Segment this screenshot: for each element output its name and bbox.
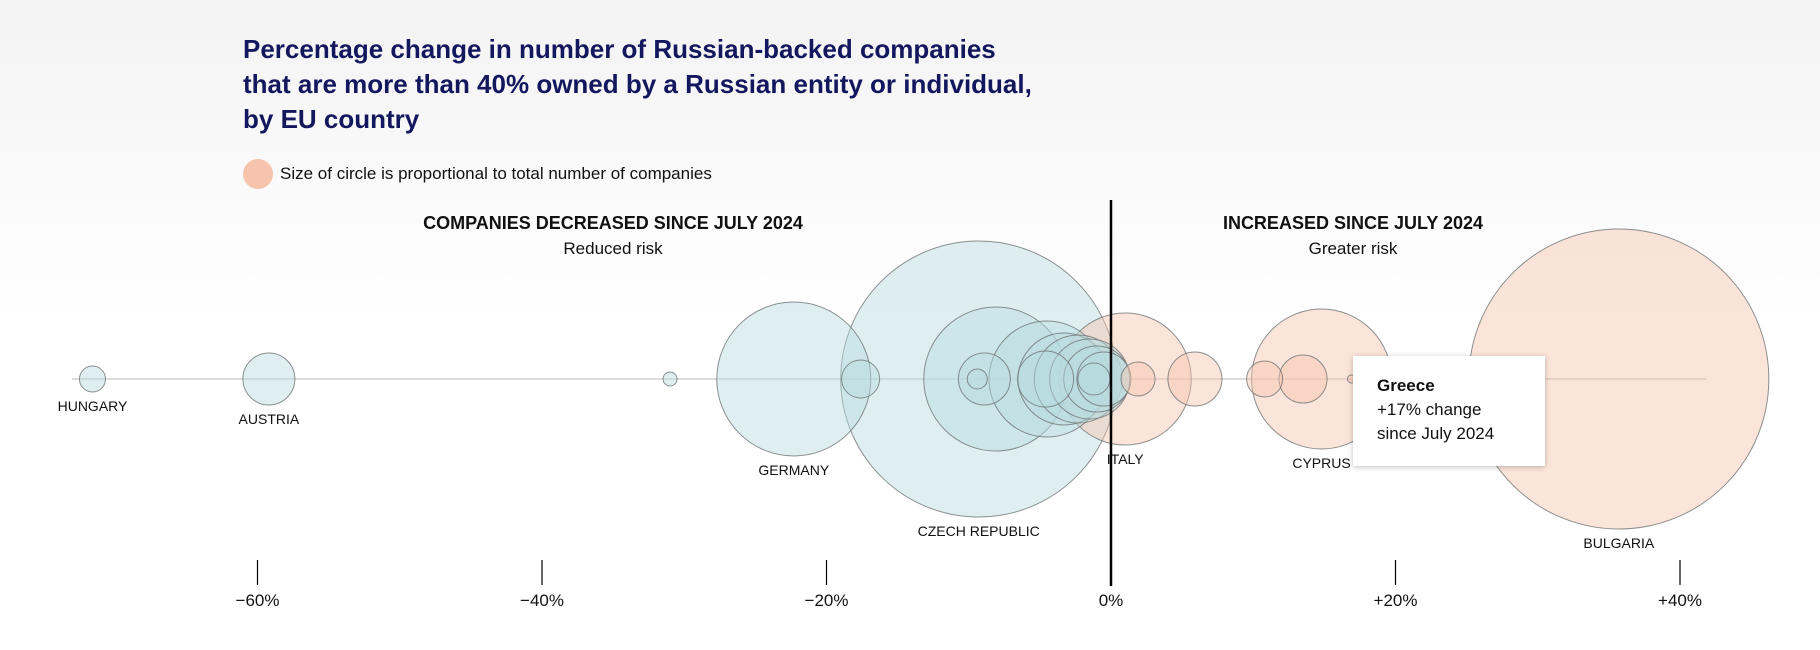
bubble-17[interactable]	[1077, 362, 1111, 396]
chart-title-line-1: Percentage change in number of Russian-b…	[243, 34, 996, 64]
bubble-czech-republic[interactable]	[840, 240, 1118, 518]
bubble-16[interactable]	[1278, 354, 1328, 404]
bubble-18[interactable]	[1120, 361, 1156, 397]
bubble-20[interactable]	[841, 359, 881, 399]
legend-circle-swatch	[243, 159, 273, 189]
bubble-3[interactable]	[923, 306, 1069, 452]
bubble-14[interactable]	[957, 352, 1011, 406]
bubble-austria[interactable]	[242, 352, 296, 406]
bubble-label-cyprus: CYPRUS	[1292, 455, 1350, 471]
tick-label: +20%	[1374, 591, 1418, 610]
legend-text: Size of circle is proportional to total …	[280, 164, 712, 183]
decreased-subheading: Reduced risk	[563, 239, 663, 258]
bubble-labels-group: BULGARIA CZECH REPUBLIC GERMANY CYPRUS ITALY…	[58, 398, 1655, 551]
bubbles-group	[78, 228, 1770, 530]
tooltip: Greece +17% change since July 2024	[1353, 356, 1545, 466]
bubble-label-hungary: HUNGARY	[58, 398, 128, 414]
bubble-19[interactable]	[1246, 360, 1284, 398]
tick-label: −60%	[236, 591, 280, 610]
tick-label: 0%	[1099, 591, 1124, 610]
tick-label: −40%	[520, 591, 564, 610]
increased-heading: INCREASED SINCE JULY 2024	[1223, 213, 1483, 233]
x-axis-ticks: −60% −40% −20% 0% +20% +40%	[236, 560, 1702, 610]
increased-subheading: Greater risk	[1309, 239, 1398, 258]
bubble-label-germany: GERMANY	[758, 462, 829, 478]
chart-title-line-3: by EU country	[243, 104, 420, 134]
bubble-22[interactable]	[966, 368, 988, 390]
tick-label: −20%	[805, 591, 849, 610]
bubble-6[interactable]	[988, 320, 1106, 438]
bubble-label-italy: ITALY	[1107, 451, 1144, 467]
bubble-13[interactable]	[1167, 351, 1223, 407]
size-legend: Size of circle is proportional to total …	[243, 159, 712, 189]
decreased-heading: COMPANIES DECREASED SINCE JULY 2024	[423, 213, 803, 233]
bubble-label-austria: AUSTRIA	[239, 411, 300, 427]
tooltip-change: +17% change	[1377, 400, 1482, 419]
bubble-label-czech-republic: CZECH REPUBLIC	[918, 523, 1040, 539]
bubble-label-bulgaria: BULGARIA	[1583, 535, 1654, 551]
chart-title: Percentage change in number of Russian-b…	[243, 32, 1143, 137]
bubble-hungary[interactable]	[78, 365, 106, 393]
tick-label: +40%	[1658, 591, 1702, 610]
chart-title-line-2: that are more than 40% owned by a Russia…	[243, 69, 1032, 99]
bubble-12[interactable]	[1076, 351, 1132, 407]
tooltip-country: Greece	[1377, 376, 1435, 395]
tooltip-since: since July 2024	[1377, 424, 1495, 443]
bubble-germany[interactable]	[716, 301, 872, 457]
bubble-23[interactable]	[662, 371, 678, 387]
bubble-10[interactable]	[1063, 345, 1131, 413]
bubble-11[interactable]	[1017, 350, 1075, 408]
